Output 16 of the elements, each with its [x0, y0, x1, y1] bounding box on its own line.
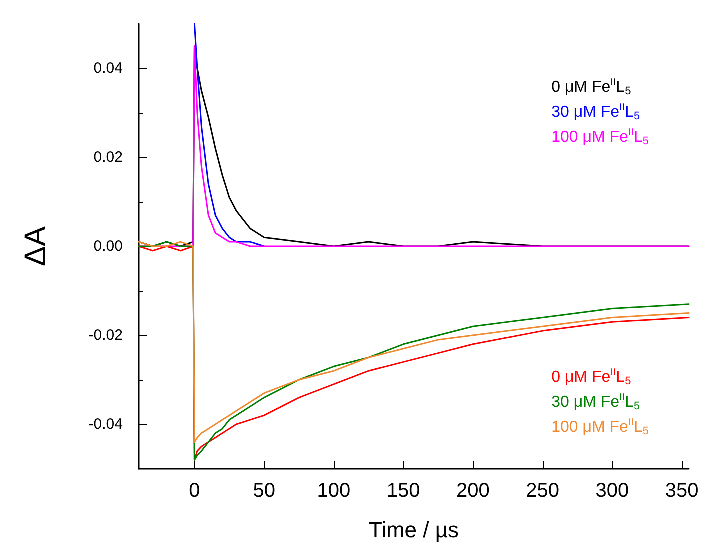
y-tick-label: 0.02	[94, 149, 123, 166]
x-axis-title: Time / µs	[368, 518, 460, 542]
x-tick-label: 350	[665, 480, 699, 502]
x-tick-label: 50	[253, 480, 276, 502]
y-tick-label: 0.04	[94, 60, 123, 77]
y-axis-title: ΔA	[20, 226, 52, 267]
x-tick-label: 0	[189, 480, 200, 502]
x-tick-label: 150	[386, 480, 420, 502]
x-tick-label: 100	[317, 480, 351, 502]
y-tick-label: -0.04	[88, 416, 123, 433]
x-tick-label: 200	[456, 480, 490, 502]
x-tick-label: 300	[596, 480, 630, 502]
y-tick-label: -0.02	[88, 327, 123, 344]
line-series	[194, 23, 266, 248]
y-tick-label: 0.00	[94, 238, 123, 255]
x-tick-label: 250	[526, 480, 560, 502]
